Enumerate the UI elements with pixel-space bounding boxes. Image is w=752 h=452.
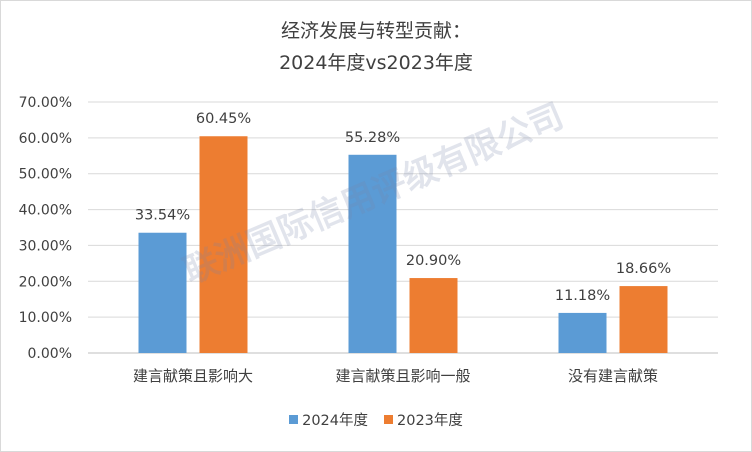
y-tick-label: 0.00% <box>28 346 72 362</box>
legend-swatch-2024 <box>289 415 299 424</box>
y-tick-label: 70.00% <box>19 95 72 111</box>
y-tick-label: 60.00% <box>19 131 72 147</box>
legend-label-2024: 2024年度 <box>302 413 368 429</box>
data-label: 60.45% <box>196 111 251 127</box>
chart-subtitle: 2024年度vs2023年度 <box>279 52 473 74</box>
y-tick-label: 30.00% <box>19 238 72 254</box>
data-label: 20.90% <box>406 253 461 269</box>
data-label: 11.18% <box>555 288 610 304</box>
data-label: 33.54% <box>135 208 190 224</box>
legend-item-2024: 2024年度 <box>289 409 368 430</box>
x-tick-label: 建言献策且影响一般 <box>335 367 470 385</box>
legend-swatch-2023 <box>384 415 393 424</box>
chart-title: 经济发展与转型贡献： <box>280 20 471 42</box>
y-tick-label: 40.00% <box>19 203 72 219</box>
bar <box>199 136 248 353</box>
legend: 2024年度 2023年度 <box>0 409 752 430</box>
y-tick-label: 10.00% <box>19 310 72 326</box>
legend-item-2023: 2023年度 <box>384 409 463 430</box>
x-tick-label: 建言献策且影响大 <box>133 367 253 385</box>
data-label: 55.28% <box>345 130 400 146</box>
x-tick-label: 没有建言献策 <box>568 367 658 385</box>
bar <box>138 232 187 353</box>
y-tick-label: 20.00% <box>19 274 72 290</box>
y-tick-label: 50.00% <box>19 167 72 183</box>
bar <box>348 154 397 353</box>
legend-label-2023: 2023年度 <box>397 413 463 429</box>
bar <box>558 312 607 353</box>
bar <box>619 286 668 353</box>
bar <box>409 278 458 353</box>
data-label: 18.66% <box>616 261 671 277</box>
